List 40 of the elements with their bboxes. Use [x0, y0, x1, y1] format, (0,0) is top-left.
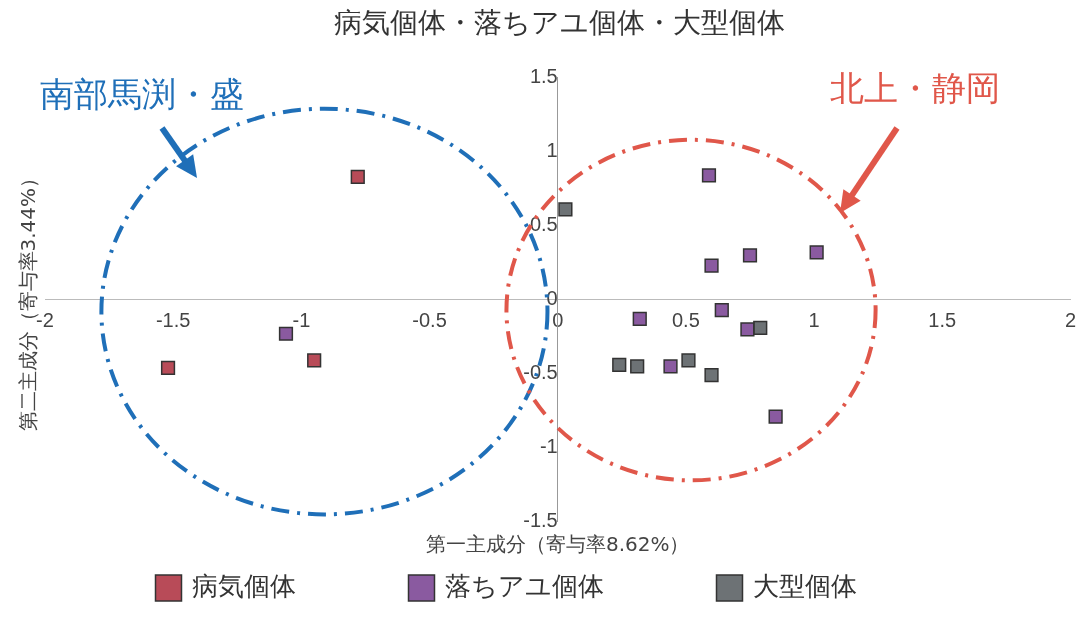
y-tick-label: 0.5	[529, 213, 558, 236]
x-tick-label: 0.5	[671, 309, 700, 332]
point	[809, 245, 824, 260]
annotation: 北上・静岡	[830, 67, 1000, 110]
point	[278, 326, 294, 341]
x-tick-label: -1	[292, 309, 311, 332]
point	[663, 359, 678, 374]
point	[681, 353, 696, 368]
x-tick-label: -2	[36, 309, 54, 332]
point	[701, 168, 717, 183]
x-tick-label: 1.5	[928, 309, 957, 332]
y-tick-label: 1	[546, 139, 558, 162]
point	[160, 360, 176, 375]
x-tick-label: -1.5	[155, 309, 191, 332]
point	[740, 322, 755, 337]
point	[704, 368, 719, 383]
point	[612, 357, 627, 372]
chart-title: 病気個体・落ちアユ個体・大型個体	[334, 6, 785, 40]
point	[704, 258, 719, 273]
legend-label: 大型個体	[752, 570, 961, 601]
y-tick-label: -0.5	[523, 361, 558, 384]
point	[768, 409, 783, 424]
y-tick-label: -1.5	[523, 509, 558, 532]
annotation: 南部馬渕・盛	[40, 73, 244, 116]
point	[558, 202, 573, 217]
y-tick-label: 1.5	[529, 65, 558, 88]
x-axis-title: 第一主成分（寄与率8.62%）	[425, 532, 690, 556]
y-tick-label: 0	[546, 287, 558, 310]
point	[742, 248, 758, 263]
point	[350, 169, 365, 184]
y-tick-label: -1	[539, 435, 558, 458]
x-tick-label: 1	[808, 309, 820, 332]
point	[714, 302, 729, 318]
legend-label: 病気個体	[191, 570, 400, 601]
x-tick-label: 2	[1064, 309, 1076, 332]
point	[630, 359, 645, 374]
x-tick-label: -0.5	[412, 309, 447, 332]
point	[307, 353, 322, 368]
point	[632, 311, 647, 327]
legend-label: 落ちアユ個体	[444, 570, 708, 601]
